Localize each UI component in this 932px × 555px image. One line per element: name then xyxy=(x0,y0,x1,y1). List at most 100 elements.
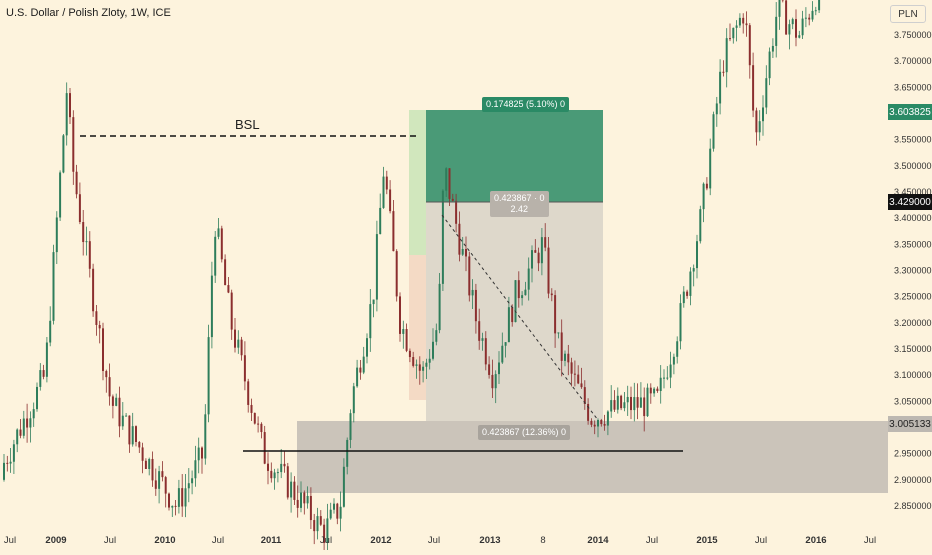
candle-down xyxy=(128,416,130,445)
candle-up xyxy=(373,300,375,305)
candle-up xyxy=(56,217,58,252)
candle-down xyxy=(637,397,639,408)
candle-up xyxy=(350,413,352,440)
candle-up xyxy=(402,329,404,334)
entry-price-tag: 3.429000 xyxy=(888,194,932,210)
candle-up xyxy=(676,341,678,357)
target-label: 0.174825 (5.10%) 0 xyxy=(482,97,569,112)
candle-down xyxy=(152,459,154,480)
candle-down xyxy=(138,442,140,447)
candle-down xyxy=(310,496,312,520)
candle-up xyxy=(376,234,378,299)
candle-up xyxy=(759,121,761,132)
candle-down xyxy=(465,249,467,256)
candle-down xyxy=(270,471,272,478)
candle-down xyxy=(69,93,71,117)
candle-up xyxy=(696,241,698,268)
candle-up xyxy=(214,237,216,276)
candle-down xyxy=(409,351,411,357)
candle-up xyxy=(353,386,355,413)
time-tick-label: Jul xyxy=(428,535,440,546)
candle-down xyxy=(386,177,388,190)
candle-down xyxy=(251,405,253,413)
candle-up xyxy=(330,510,332,519)
candle-down xyxy=(6,463,8,464)
candle-down xyxy=(534,250,536,253)
candle-down xyxy=(656,389,658,391)
candle-down xyxy=(604,424,606,426)
candle-down xyxy=(72,117,74,172)
candle-down xyxy=(297,500,299,508)
candle-up xyxy=(792,19,794,24)
candle-down xyxy=(538,253,540,264)
candle-up xyxy=(435,330,437,342)
candle-down xyxy=(567,354,569,363)
candle-up xyxy=(482,338,484,341)
candle-down xyxy=(267,464,269,471)
candle-up xyxy=(300,493,302,508)
candle-down xyxy=(630,397,632,410)
candle-down xyxy=(419,364,421,370)
currency-button[interactable]: PLN xyxy=(890,5,926,23)
candle-up xyxy=(653,389,655,394)
candle-up xyxy=(660,378,662,391)
candle-down xyxy=(518,280,520,298)
time-tick-label: Jul xyxy=(646,535,658,546)
candle-up xyxy=(788,24,790,34)
bottom-label: 0.423867 (12.36%) 0 xyxy=(478,425,570,440)
candle-up xyxy=(429,359,431,363)
candle-up xyxy=(683,292,685,303)
candle-down xyxy=(452,199,454,201)
candle-up xyxy=(432,342,434,359)
demand-zone[interactable] xyxy=(297,421,888,493)
candle-up xyxy=(541,237,543,263)
time-tick-label: 2013 xyxy=(479,535,500,546)
candle-up xyxy=(23,419,25,436)
candle-up xyxy=(425,363,427,367)
candle-down xyxy=(145,461,147,469)
candle-up xyxy=(762,107,764,121)
candle-up xyxy=(148,459,150,469)
candle-up xyxy=(237,340,239,348)
candle-up xyxy=(798,35,800,37)
candle-down xyxy=(600,420,602,424)
candle-up xyxy=(528,269,530,290)
candle-up xyxy=(317,516,319,531)
candle-up xyxy=(53,252,55,321)
candle-up xyxy=(521,295,523,298)
price-tick-label: 2.850000 xyxy=(894,501,932,511)
candle-down xyxy=(231,293,233,330)
candle-up xyxy=(122,416,124,427)
ratio-label: 0.423867 · 0 2.42 xyxy=(490,191,549,217)
time-tick-label: Jul xyxy=(4,535,16,546)
time-tick-label: Jul xyxy=(212,535,224,546)
candle-up xyxy=(33,409,35,418)
take-profit-zone[interactable] xyxy=(426,110,603,202)
candle-down xyxy=(82,222,84,242)
candle-up xyxy=(363,357,365,373)
candle-up xyxy=(59,172,61,217)
candle-down xyxy=(544,237,546,247)
candle-down xyxy=(485,338,487,364)
candle-down xyxy=(227,285,229,293)
candle-down xyxy=(475,290,477,321)
time-tick-label: 2014 xyxy=(587,535,609,546)
candle-up xyxy=(815,10,817,11)
price-tick-label: 3.150000 xyxy=(894,344,932,354)
candle-down xyxy=(577,375,579,384)
candle-down xyxy=(336,504,338,519)
candle-up xyxy=(369,304,371,338)
candle-up xyxy=(779,0,781,17)
candle-up xyxy=(703,184,705,209)
candle-down xyxy=(478,321,480,341)
time-tick-label: Jul xyxy=(104,535,116,546)
time-tick-label: Jul xyxy=(864,535,876,546)
candle-down xyxy=(749,25,751,65)
candle-up xyxy=(442,191,444,284)
candle-up xyxy=(439,284,441,330)
current-price-tag: 3.603825 xyxy=(888,104,932,120)
candle-up xyxy=(13,444,15,461)
candle-up xyxy=(132,426,134,444)
